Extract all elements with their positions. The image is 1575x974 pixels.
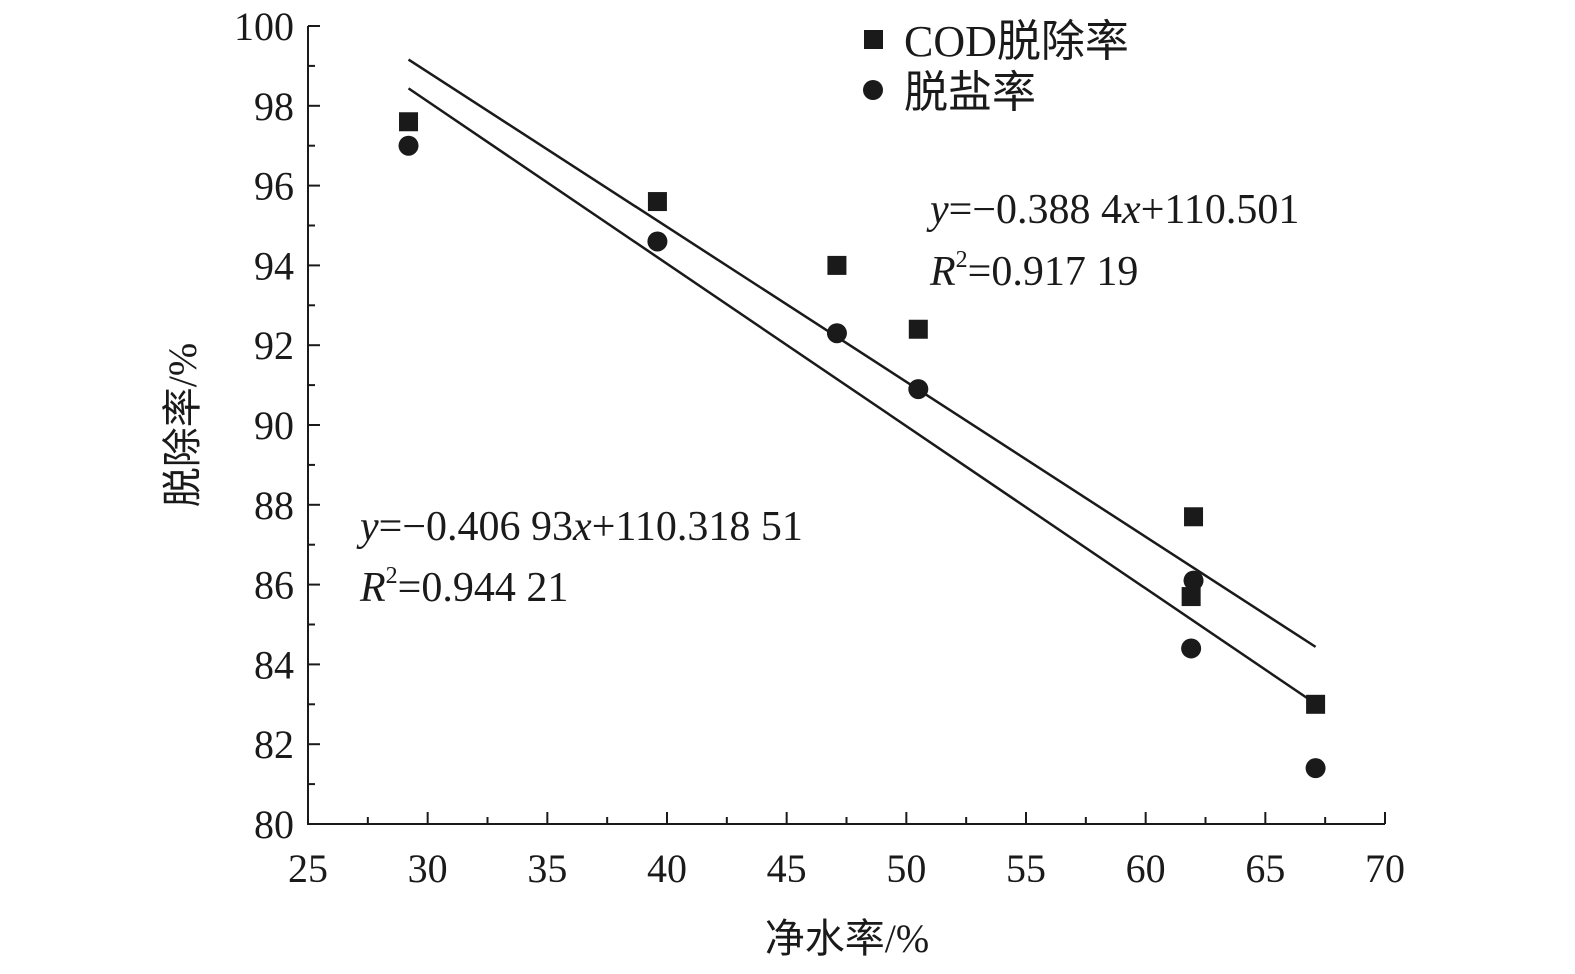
equation-desalination-intercept: +110.318 51 bbox=[592, 504, 803, 550]
equation-desalination-r-value: =0.944 21 bbox=[398, 565, 569, 611]
equation-cod: y=−0.388 4x+110.501 R2=0.917 19 bbox=[926, 187, 1299, 295]
point-cod bbox=[1306, 694, 1326, 714]
x-tick-label: 50 bbox=[886, 846, 926, 891]
equation-cod-r-superscript: 2 bbox=[956, 247, 968, 273]
y-tick-label: 80 bbox=[254, 802, 294, 847]
y-tick-label: 88 bbox=[254, 483, 294, 528]
x-tick-label: 55 bbox=[1006, 846, 1046, 891]
point-desalination bbox=[1181, 638, 1202, 659]
equation-cod-intercept: +110.501 bbox=[1141, 187, 1300, 233]
x-tick-label: 25 bbox=[288, 846, 328, 891]
data-points bbox=[398, 112, 1326, 779]
point-cod bbox=[827, 255, 847, 275]
equation-desalination-coefficient: =−0.406 93 bbox=[379, 504, 573, 550]
y-tick-label: 96 bbox=[254, 164, 294, 209]
y-tick-label: 84 bbox=[254, 642, 294, 687]
x-axis-ticks: 25 30 35 40 45 50 55 60 65 70 bbox=[288, 812, 1405, 891]
x-tick-label: 35 bbox=[527, 846, 567, 891]
equation-cod-r-symbol: R bbox=[929, 249, 956, 295]
point-desalination bbox=[908, 379, 929, 400]
legend-label-desalination: 脱盐率 bbox=[904, 68, 1036, 117]
point-desalination bbox=[647, 231, 668, 252]
y-tick-label: 94 bbox=[254, 243, 294, 288]
equation-cod-x-symbol: x bbox=[1121, 187, 1141, 233]
point-desalination bbox=[1183, 570, 1204, 591]
x-axis-title: 净水率/% bbox=[765, 916, 929, 961]
regression-lines bbox=[407, 58, 1317, 705]
equation-desalination-line1: y=−0.406 93x+110.318 51 bbox=[356, 504, 803, 550]
y-axis-title: 脱除率/% bbox=[160, 343, 205, 507]
x-tick-label: 70 bbox=[1365, 846, 1405, 891]
axes bbox=[307, 26, 1385, 825]
legend-label-cod: COD脱除率 bbox=[904, 17, 1129, 66]
legend-marker-cod bbox=[864, 30, 883, 49]
equation-desalination-line2: R2=0.944 21 bbox=[359, 563, 568, 611]
x-tick-label: 65 bbox=[1245, 846, 1285, 891]
y-tick-label: 82 bbox=[254, 722, 294, 767]
point-cod bbox=[647, 192, 667, 212]
equation-desalination: y=−0.406 93x+110.318 51 R2=0.944 21 bbox=[356, 504, 803, 611]
point-desalination bbox=[826, 323, 847, 344]
equation-desalination-x-symbol: x bbox=[572, 504, 592, 550]
x-tick-label: 30 bbox=[408, 846, 448, 891]
y-tick-label: 100 bbox=[234, 4, 294, 49]
fit-line-desalination bbox=[407, 87, 1317, 705]
x-axis-and-y-axis-lines bbox=[307, 26, 1385, 825]
legend: COD脱除率 脱盐率 bbox=[863, 17, 1129, 117]
equation-desalination-r-symbol: R bbox=[359, 565, 386, 611]
point-cod bbox=[1181, 587, 1201, 607]
x-tick-label: 45 bbox=[767, 846, 807, 891]
point-cod bbox=[399, 112, 419, 132]
y-axis-ticks: 80 82 84 86 88 90 92 94 96 98 100 bbox=[234, 4, 320, 847]
point-desalination bbox=[1305, 758, 1326, 779]
x-tick-label: 40 bbox=[647, 846, 687, 891]
point-desalination bbox=[398, 135, 419, 156]
equation-cod-coefficient: =−0.388 4 bbox=[949, 187, 1122, 233]
y-tick-label: 98 bbox=[254, 84, 294, 129]
point-cod bbox=[1184, 507, 1204, 527]
fit-line-cod bbox=[407, 58, 1317, 648]
x-tick-label: 60 bbox=[1126, 846, 1166, 891]
equation-cod-y-symbol: y bbox=[926, 187, 949, 233]
y-tick-label: 90 bbox=[254, 403, 294, 448]
point-cod bbox=[908, 319, 928, 339]
equation-cod-r-value: =0.917 19 bbox=[968, 249, 1139, 295]
y-tick-label: 92 bbox=[254, 323, 294, 368]
y-tick-label: 86 bbox=[254, 563, 294, 608]
legend-marker-desalination bbox=[863, 80, 883, 100]
equation-desalination-y-symbol: y bbox=[356, 504, 379, 550]
equation-cod-line2: R2=0.917 19 bbox=[929, 247, 1138, 295]
equation-desalination-r-superscript: 2 bbox=[386, 563, 398, 589]
equation-cod-line1: y=−0.388 4x+110.501 bbox=[926, 187, 1299, 233]
